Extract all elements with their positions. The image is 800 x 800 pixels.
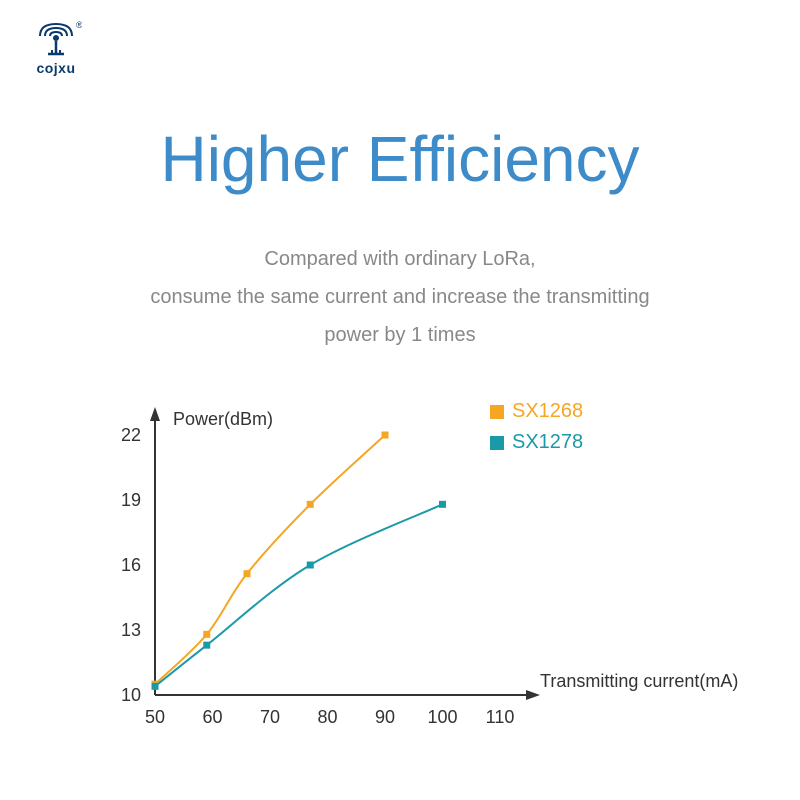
svg-text:90: 90 xyxy=(375,707,395,727)
svg-text:19: 19 xyxy=(121,490,141,510)
svg-text:®: ® xyxy=(76,20,82,30)
svg-text:Power(dBm): Power(dBm) xyxy=(173,409,273,429)
antenna-icon: ® xyxy=(30,18,82,58)
brand-logo: ® cojxu xyxy=(30,18,82,76)
svg-text:16: 16 xyxy=(121,555,141,575)
efficiency-chart: 10 13 16 19 22 50 60 70 80 90 100 110 Power(dBm) Tran… xyxy=(70,395,750,765)
svg-text:110: 110 xyxy=(486,707,515,727)
svg-text:13: 13 xyxy=(121,620,141,640)
svg-text:60: 60 xyxy=(202,707,222,727)
page-title: Higher Efficiency xyxy=(0,122,800,196)
page-subtitle: Compared with ordinary LoRa, consume the… xyxy=(0,240,800,354)
chart-svg: 10 13 16 19 22 50 60 70 80 90 100 110 Power(dBm) Tran… xyxy=(70,395,750,765)
subtitle-line: Compared with ordinary LoRa, xyxy=(0,240,800,278)
svg-text:70: 70 xyxy=(260,707,280,727)
svg-text:Transmitting current(mA): Transmitting current(mA) xyxy=(540,671,738,691)
svg-text:80: 80 xyxy=(317,707,337,727)
svg-text:22: 22 xyxy=(121,425,141,445)
brand-name: cojxu xyxy=(36,60,75,76)
svg-text:50: 50 xyxy=(145,707,165,727)
subtitle-line: power by 1 times xyxy=(0,316,800,354)
svg-text:100: 100 xyxy=(427,707,457,727)
svg-text:10: 10 xyxy=(121,685,141,705)
subtitle-line: consume the same current and increase th… xyxy=(0,278,800,316)
